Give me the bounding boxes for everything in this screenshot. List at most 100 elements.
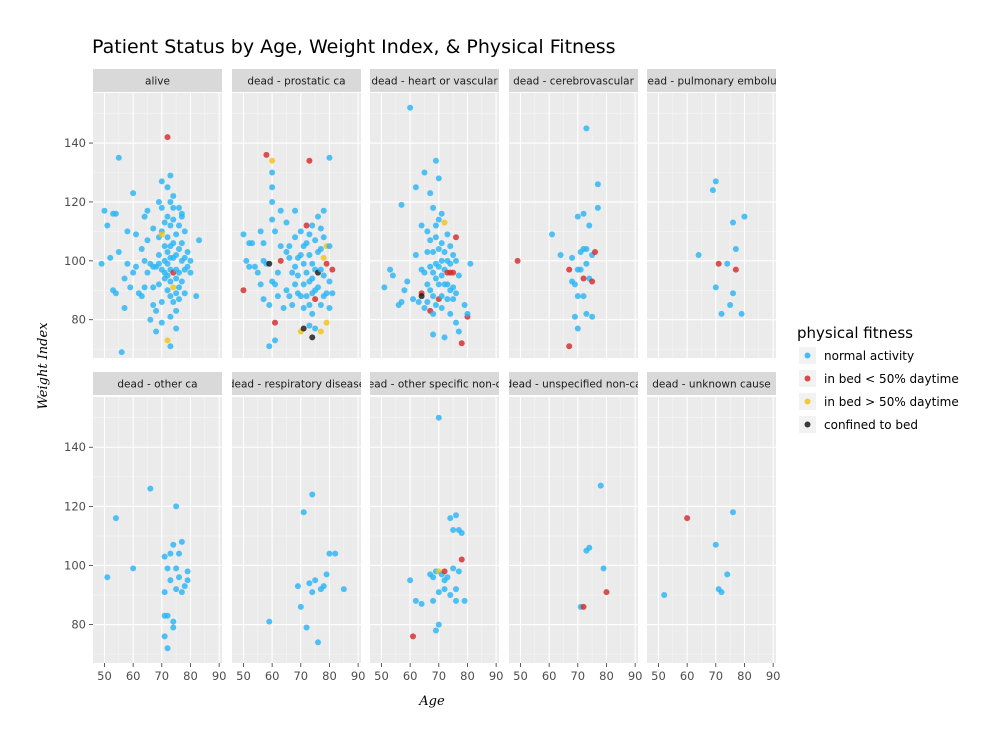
data-point (107, 254, 114, 261)
data-point (329, 266, 336, 273)
data-point (196, 237, 203, 244)
data-point (724, 571, 731, 578)
data-point (138, 293, 145, 300)
data-point (317, 328, 324, 335)
panel-points (266, 491, 347, 646)
data-point (583, 260, 590, 267)
data-point (173, 290, 180, 297)
data-point (170, 284, 177, 291)
data-point (464, 310, 471, 317)
data-point (320, 207, 327, 214)
x-tick-label: 70 (570, 669, 585, 683)
panel-background (370, 397, 499, 663)
data-point (155, 198, 162, 205)
data-point (455, 568, 462, 575)
data-point (730, 219, 736, 226)
data-point (187, 257, 194, 264)
x-tick-label: 70 (708, 669, 723, 683)
data-point (458, 529, 465, 536)
data-point (277, 243, 284, 250)
data-point (603, 589, 610, 596)
data-point (170, 204, 177, 211)
x-tick-label: 60 (126, 669, 141, 683)
data-point (167, 343, 174, 350)
legend-key-point (804, 375, 811, 382)
data-point (441, 249, 448, 255)
y-tick-label: 100 (64, 254, 86, 268)
data-point (441, 586, 448, 593)
data-point (178, 278, 185, 285)
data-point (438, 210, 445, 217)
data-point (178, 538, 185, 545)
data-point (246, 263, 253, 270)
data-point (410, 296, 416, 303)
data-point (269, 198, 276, 205)
data-point (450, 251, 457, 258)
data-point (450, 269, 457, 276)
data-point (155, 251, 162, 258)
data-point (104, 222, 111, 229)
data-point (438, 240, 445, 247)
data-point (164, 565, 171, 572)
data-point (432, 234, 439, 241)
data-point (176, 246, 182, 253)
facet-strip-label: dead - cerebrovascular (513, 76, 635, 88)
data-point (398, 201, 405, 208)
data-point (266, 618, 273, 625)
data-point (323, 319, 330, 326)
data-point (418, 222, 425, 229)
data-point (461, 302, 468, 308)
data-point (435, 414, 442, 421)
legend-entry-label: in bed > 50% daytime (824, 395, 959, 409)
data-point (312, 577, 319, 584)
data-point (164, 134, 171, 141)
x-tick-label: 80 (599, 669, 614, 683)
data-point (401, 287, 408, 294)
data-point (410, 633, 416, 640)
data-point (164, 272, 171, 279)
data-point (421, 169, 428, 176)
data-point (292, 207, 299, 214)
data-point (240, 231, 247, 238)
data-point (566, 266, 573, 273)
facet-strip-label: dead - other ca (117, 379, 197, 391)
data-point (441, 334, 448, 341)
legend-title: physical fitness (797, 324, 913, 342)
data-point (306, 580, 313, 587)
x-tick-label: 90 (766, 669, 781, 683)
data-point (286, 293, 293, 300)
data-point (294, 272, 301, 279)
data-point (170, 216, 177, 223)
data-point (130, 190, 137, 197)
data-point (450, 527, 457, 533)
facet-panel: dead - other specific non-ca 50 60 70 80 90 (361, 372, 508, 683)
data-point (130, 269, 137, 276)
facet-strip-label: dead - other specific non-ca (361, 379, 508, 391)
data-point (444, 574, 451, 581)
data-point (251, 263, 258, 270)
data-point (170, 193, 177, 200)
data-point (309, 589, 316, 596)
data-point (300, 304, 307, 311)
data-point (150, 225, 157, 232)
data-point (727, 302, 734, 308)
data-point (303, 240, 310, 247)
data-point (320, 583, 327, 590)
data-point (309, 491, 316, 498)
data-point (309, 275, 316, 282)
data-point (164, 249, 171, 255)
data-point (150, 284, 157, 291)
data-point (320, 254, 327, 261)
data-point (450, 284, 457, 291)
data-point (730, 290, 736, 297)
x-tick-label: 90 (351, 669, 366, 683)
data-point (741, 213, 748, 220)
data-point (181, 290, 188, 297)
data-point (583, 125, 590, 132)
data-point (326, 154, 333, 161)
panel-points (695, 178, 748, 317)
data-point (303, 269, 310, 276)
data-point (432, 157, 439, 164)
data-point (580, 603, 587, 610)
data-point (566, 343, 573, 350)
